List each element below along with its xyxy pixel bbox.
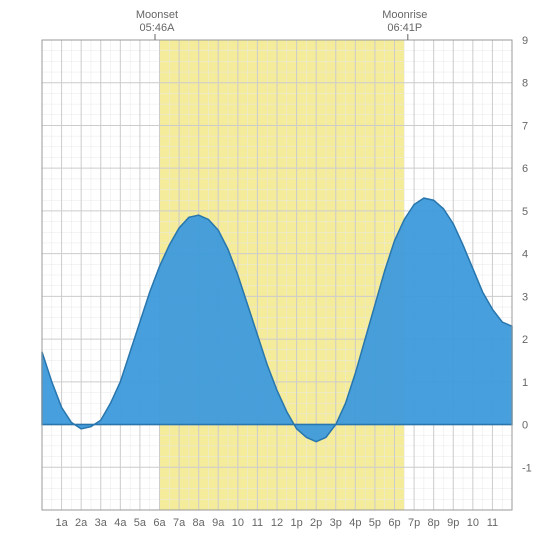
tide-chart: 1a2a3a4a5a6a7a8a9a1011121p2p3p4p5p6p7p8p… [0, 0, 550, 550]
y-tick-label: 0 [522, 420, 528, 432]
x-tick-label: 4p [349, 517, 361, 529]
y-tick-label: 1 [522, 377, 528, 389]
x-tick-label: 11 [252, 517, 263, 529]
x-tick-label: 1a [55, 517, 68, 529]
x-axis-labels: 1a 2a 3a 4a 5a 6a 7a 8a 9a 10 11 12 1p 2p 3p 4p 5p 6p 7p 8p… [55, 517, 498, 529]
annotation-label: Moonset [136, 9, 178, 21]
y-tick-label: 9 [522, 35, 528, 47]
y-tick-label: -1 [522, 462, 532, 474]
x-tick-label: 9p [447, 517, 459, 529]
x-tick-label: 9a [212, 517, 225, 529]
annotation-time: 06:41P [387, 22, 422, 34]
x-tick-label: 2p [310, 517, 322, 529]
y-tick-label: 2 [522, 334, 528, 346]
x-tick-label: 1p [290, 517, 302, 529]
y-tick-label: 7 [522, 120, 528, 132]
x-tick-label: 2a [75, 517, 88, 529]
x-tick-label: 12 [271, 517, 283, 529]
x-tick-label: 10 [232, 517, 244, 529]
x-tick-label: 6a [153, 517, 166, 529]
x-tick-label: 8a [193, 517, 206, 529]
annotation-label: Moonrise [382, 9, 427, 21]
annotation-time: 05:46A [140, 22, 176, 34]
y-tick-label: 8 [522, 78, 528, 90]
x-tick-label: 3p [330, 517, 342, 529]
annotations: Moonset05:46A Moonrise06:41P [136, 9, 428, 40]
x-tick-label: 11 [487, 517, 498, 529]
y-tick-label: 4 [522, 249, 528, 261]
chart-svg: 1a2a3a4a5a6a7a8a9a1011121p2p3p4p5p6p7p8p… [0, 0, 550, 550]
y-tick-label: 6 [522, 163, 528, 175]
y-tick-label: 3 [522, 291, 528, 303]
x-tick-label: 8p [428, 517, 440, 529]
x-tick-label: 7a [173, 517, 186, 529]
y-axis-labels: -1 0 1 2 3 4 5 6 7 8 9 [522, 35, 532, 474]
x-tick-label: 7p [408, 517, 420, 529]
x-tick-label: 6p [388, 517, 400, 529]
x-tick-label: 5p [369, 517, 381, 529]
y-tick-label: 5 [522, 206, 528, 218]
x-tick-label: 5a [134, 517, 147, 529]
x-tick-label: 3a [95, 517, 108, 529]
x-tick-label: 4a [114, 517, 127, 529]
x-tick-label: 10 [467, 517, 479, 529]
